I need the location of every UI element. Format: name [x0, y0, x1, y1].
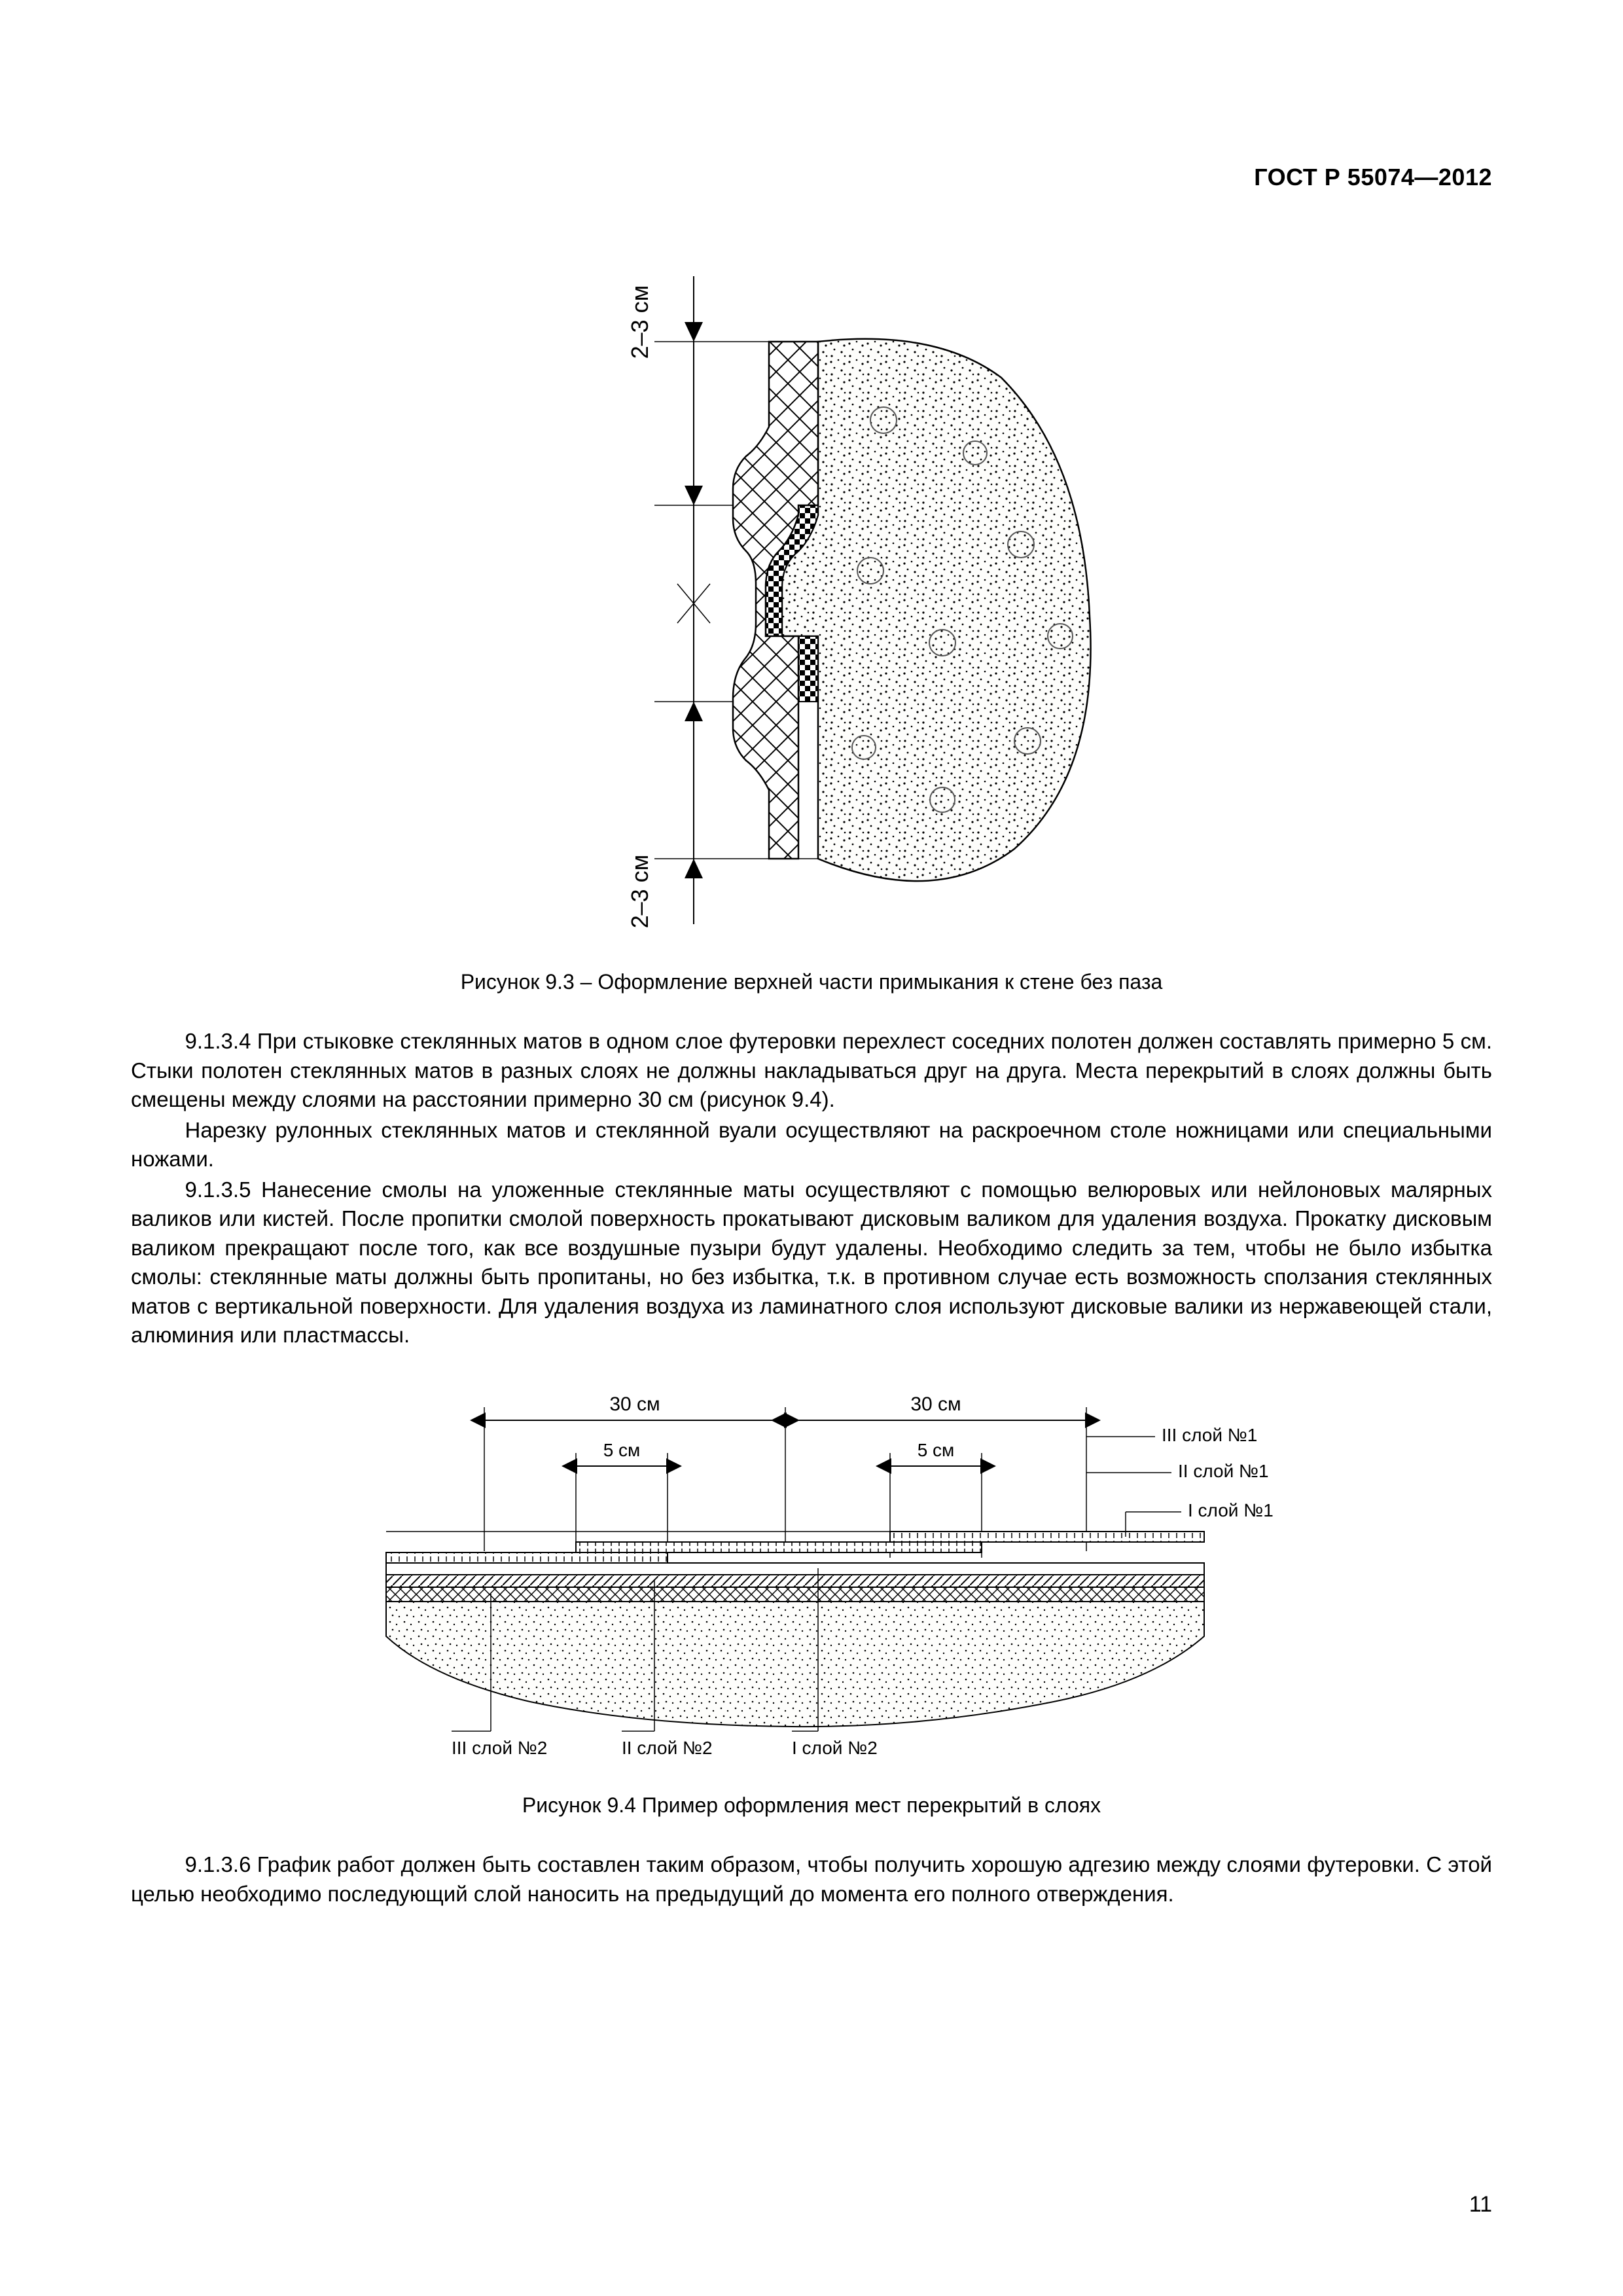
para-9-1-3-4: 9.1.3.4 При стыковке стеклянных матов в …: [131, 1027, 1492, 1115]
svg-text:30 см: 30 см: [910, 1393, 961, 1415]
svg-text:2–3 см: 2–3 см: [626, 285, 653, 359]
figure-9-4-container: 30 см 30 см 5 см 5 см: [131, 1352, 1492, 1818]
figure-9-3-caption: Рисунок 9.3 – Оформление верхней части п…: [131, 970, 1492, 994]
svg-text:III слой №2: III слой №2: [452, 1738, 547, 1758]
svg-text:II слой №2: II слой №2: [622, 1738, 713, 1758]
svg-text:5 см: 5 см: [603, 1440, 641, 1460]
svg-text:I слой №2: I слой №2: [792, 1738, 878, 1758]
svg-text:5 см: 5 см: [918, 1440, 955, 1460]
para-cutting: Нарезку рулонных стеклянных матов и стек…: [131, 1116, 1492, 1174]
svg-text:I слой №1: I слой №1: [1188, 1500, 1274, 1520]
svg-text:II слой №1: II слой №1: [1178, 1461, 1269, 1481]
figure-9-4-svg: 30 см 30 см 5 см 5 см: [301, 1374, 1322, 1780]
svg-text:2–3 см: 2–3 см: [626, 855, 653, 929]
para-9-1-3-5: 9.1.3.5 Нанесение смолы на уложенные сте…: [131, 1175, 1492, 1350]
figure-9-3-container: 2–3 см 2–3 см Рисунок 9.3 – Оформление в…: [131, 230, 1492, 994]
para-9-1-3-6: 9.1.3.6 График работ должен быть составл…: [131, 1850, 1492, 1909]
svg-text:30 см: 30 см: [609, 1393, 660, 1415]
svg-text:III слой №1: III слой №1: [1162, 1425, 1257, 1445]
figure-9-4-caption: Рисунок 9.4 Пример оформления мест перек…: [131, 1793, 1492, 1818]
doc-code: ГОСТ Р 55074—2012: [131, 164, 1492, 191]
figure-9-3-svg: 2–3 см 2–3 см: [517, 230, 1106, 950]
page-number: 11: [1469, 2192, 1492, 2217]
figure-9-3: 2–3 см 2–3 см: [517, 230, 1106, 950]
figure-9-4: 30 см 30 см 5 см 5 см: [301, 1374, 1322, 1780]
page-content: ГОСТ Р 55074—2012: [131, 164, 1492, 2132]
